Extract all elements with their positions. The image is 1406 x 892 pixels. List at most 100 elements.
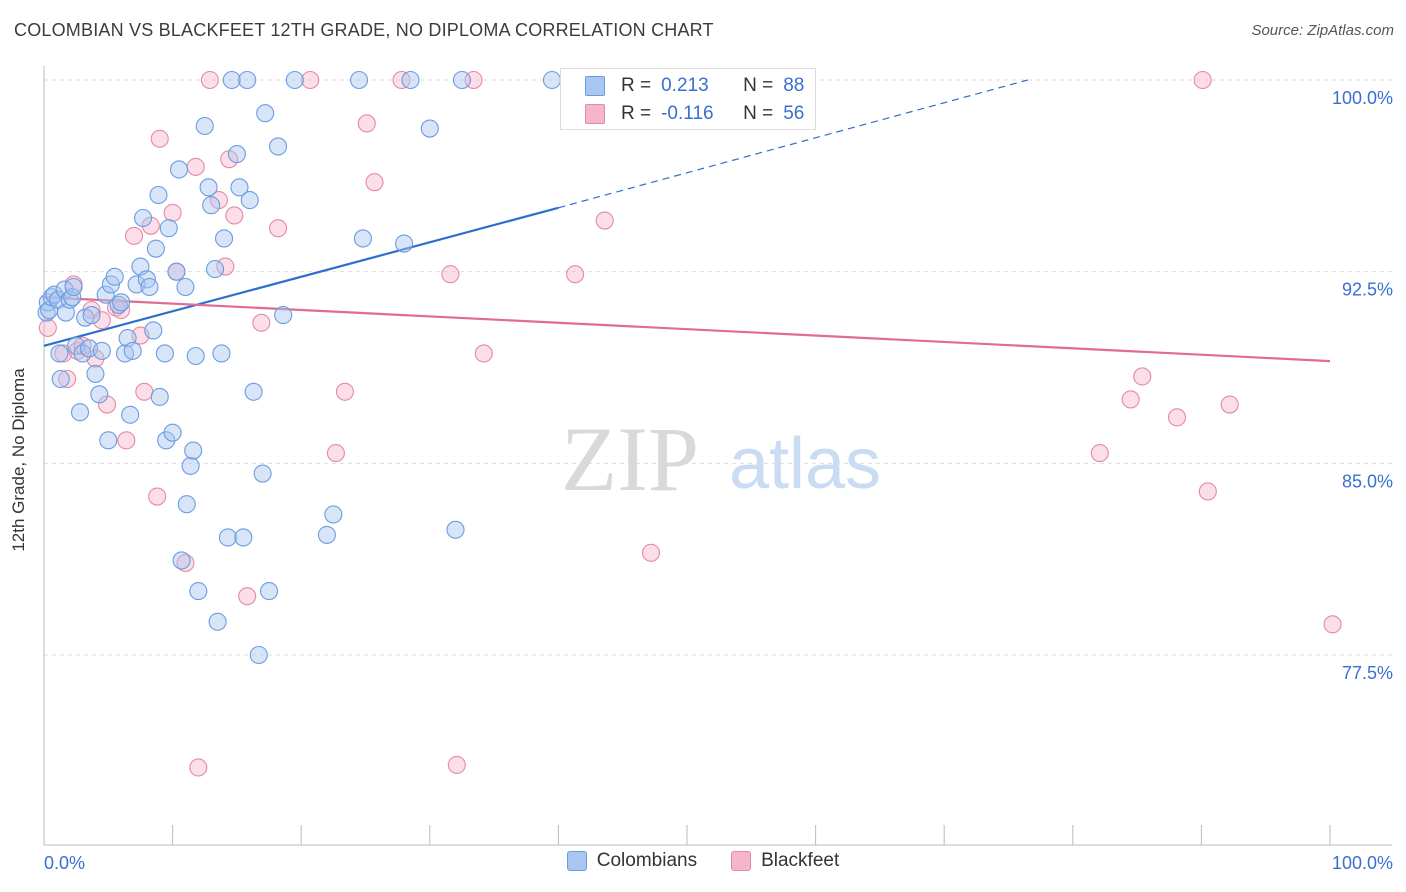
colombians-point — [159, 219, 178, 238]
colombians-point — [70, 403, 90, 422]
colombians-point — [99, 431, 118, 450]
colombians-point — [199, 178, 218, 197]
colombians-swatch — [585, 76, 605, 96]
blackfeet-point — [1193, 70, 1212, 90]
y-tick-label: 85.0% — [1342, 471, 1393, 491]
colombians-point — [353, 229, 372, 248]
legend-item-colombians[interactable]: Colombians — [566, 850, 698, 872]
n-label: N = — [743, 103, 774, 124]
blackfeet-point — [58, 369, 77, 389]
n-label: N = — [743, 75, 774, 96]
blackfeet-point — [186, 157, 205, 176]
blackfeet-point — [117, 431, 136, 450]
colombians-point — [253, 464, 272, 483]
blackfeet-point — [1198, 482, 1217, 501]
x-tick-label-right: 100.0% — [1332, 853, 1393, 873]
colombians-point — [256, 104, 275, 123]
trend-layer — [43, 79, 1331, 363]
colombians-point — [202, 196, 221, 215]
blackfeet-point — [1323, 615, 1342, 634]
r-label: R = — [621, 103, 652, 124]
source-label: Source: ZipAtlas.com — [1251, 22, 1394, 39]
blackfeet-point — [106, 298, 126, 317]
blackfeet-point — [141, 216, 160, 235]
colombians-point — [452, 70, 472, 90]
colombians-point — [244, 382, 263, 401]
blackfeet-point — [97, 395, 117, 414]
blackfeet-point — [1121, 390, 1140, 409]
colombians-point — [218, 528, 237, 547]
colombians-point — [86, 364, 105, 383]
legend: Colombians Blackfeet — [0, 850, 1406, 872]
blackfeet-point — [225, 206, 244, 225]
blackfeet-point — [163, 203, 182, 222]
colombians-point — [176, 277, 195, 297]
blackfeet-point — [148, 487, 167, 506]
blackfeet-point — [357, 114, 376, 133]
colombians-point — [123, 341, 142, 360]
colombians-point — [146, 239, 165, 258]
blackfeet-point — [150, 129, 169, 148]
blackfeet-point — [447, 755, 466, 774]
colombians-point — [184, 441, 203, 460]
blackfeet-point — [301, 70, 320, 90]
colombians-point — [205, 260, 225, 279]
blackfeet-point — [238, 587, 257, 606]
blackfeet-point — [441, 265, 460, 284]
stats-row-blackfeet: R = -0.116 N = 56 — [585, 101, 804, 127]
colombians-point — [167, 262, 186, 281]
y-axis-label: 12th Grade, No Diploma — [9, 368, 28, 552]
watermark-zip: ZIP — [561, 408, 699, 510]
colombians-point — [350, 70, 369, 90]
colombians-point — [64, 277, 83, 297]
grid-layer — [44, 79, 1392, 656]
legend-label-blackfeet: Blackfeet — [761, 850, 840, 871]
colombians-point — [195, 116, 214, 136]
legend-item-blackfeet[interactable]: Blackfeet — [731, 850, 839, 872]
blackfeet-point — [1133, 367, 1152, 386]
colombians-point — [274, 306, 293, 325]
watermark: ZIP atlas — [561, 408, 881, 510]
blackfeet-point — [1090, 444, 1109, 463]
colombians-point — [133, 208, 153, 228]
blackfeet-point — [216, 257, 235, 276]
colombians-point — [317, 525, 336, 544]
blackfeet-point — [200, 70, 219, 90]
colombians-point — [155, 344, 174, 363]
y-tick-label: 77.5% — [1342, 663, 1393, 683]
watermark-atlas: atlas — [729, 424, 881, 504]
legend-label-colombians: Colombians — [596, 850, 698, 871]
colombians-point — [177, 495, 196, 514]
colombians-legend-swatch — [566, 851, 587, 871]
colombians-point — [163, 423, 182, 442]
colombians-trend-line — [43, 206, 559, 347]
colombians-point — [269, 137, 288, 156]
colombians-point — [186, 346, 205, 366]
colombians-point — [208, 612, 227, 631]
colombians-point — [212, 344, 231, 363]
colombians-point — [234, 528, 253, 547]
colombians-point — [172, 551, 191, 570]
colombians-point — [140, 277, 159, 297]
colombians-point — [121, 405, 140, 424]
colombians-point — [96, 285, 115, 304]
colombians-point — [189, 582, 208, 601]
colombians-point — [259, 582, 279, 601]
r-label: R = — [621, 75, 652, 96]
chart-title: COLOMBIAN VS BLACKFEET 12TH GRADE, NO DI… — [14, 20, 714, 40]
colombians-point — [82, 306, 101, 325]
blackfeet-point — [112, 300, 131, 320]
blackfeet-point — [365, 173, 384, 192]
colombians-point — [150, 387, 169, 406]
colombians-trend-extension — [558, 79, 1028, 209]
blackfeet-trend-line — [43, 296, 1331, 363]
colombians-point — [109, 295, 128, 314]
colombians-point — [395, 234, 414, 253]
colombians-point — [227, 145, 246, 164]
axis-layer — [43, 66, 1392, 846]
colombians-point — [324, 505, 343, 524]
colombians-point — [90, 385, 109, 404]
colombians-point — [401, 70, 420, 90]
blackfeet-point — [474, 344, 493, 363]
